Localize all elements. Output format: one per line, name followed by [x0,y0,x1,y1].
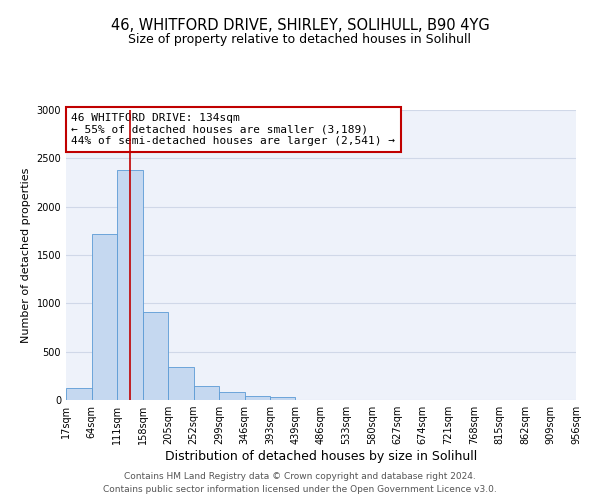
Bar [245,396,270,400]
Text: Contains public sector information licensed under the Open Government Licence v3: Contains public sector information licen… [103,485,497,494]
Bar [92,234,117,400]
Bar [219,392,245,400]
Y-axis label: Number of detached properties: Number of detached properties [21,168,31,342]
Bar [270,397,295,400]
Bar [117,170,143,400]
Text: 46 WHITFORD DRIVE: 134sqm
← 55% of detached houses are smaller (3,189)
44% of se: 46 WHITFORD DRIVE: 134sqm ← 55% of detac… [71,113,395,146]
Bar [168,367,194,400]
Bar [194,386,219,400]
X-axis label: Distribution of detached houses by size in Solihull: Distribution of detached houses by size … [165,450,477,463]
Bar [143,312,168,400]
Text: 46, WHITFORD DRIVE, SHIRLEY, SOLIHULL, B90 4YG: 46, WHITFORD DRIVE, SHIRLEY, SOLIHULL, B… [110,18,490,32]
Bar [66,388,92,400]
Text: Size of property relative to detached houses in Solihull: Size of property relative to detached ho… [128,32,472,46]
Text: Contains HM Land Registry data © Crown copyright and database right 2024.: Contains HM Land Registry data © Crown c… [124,472,476,481]
